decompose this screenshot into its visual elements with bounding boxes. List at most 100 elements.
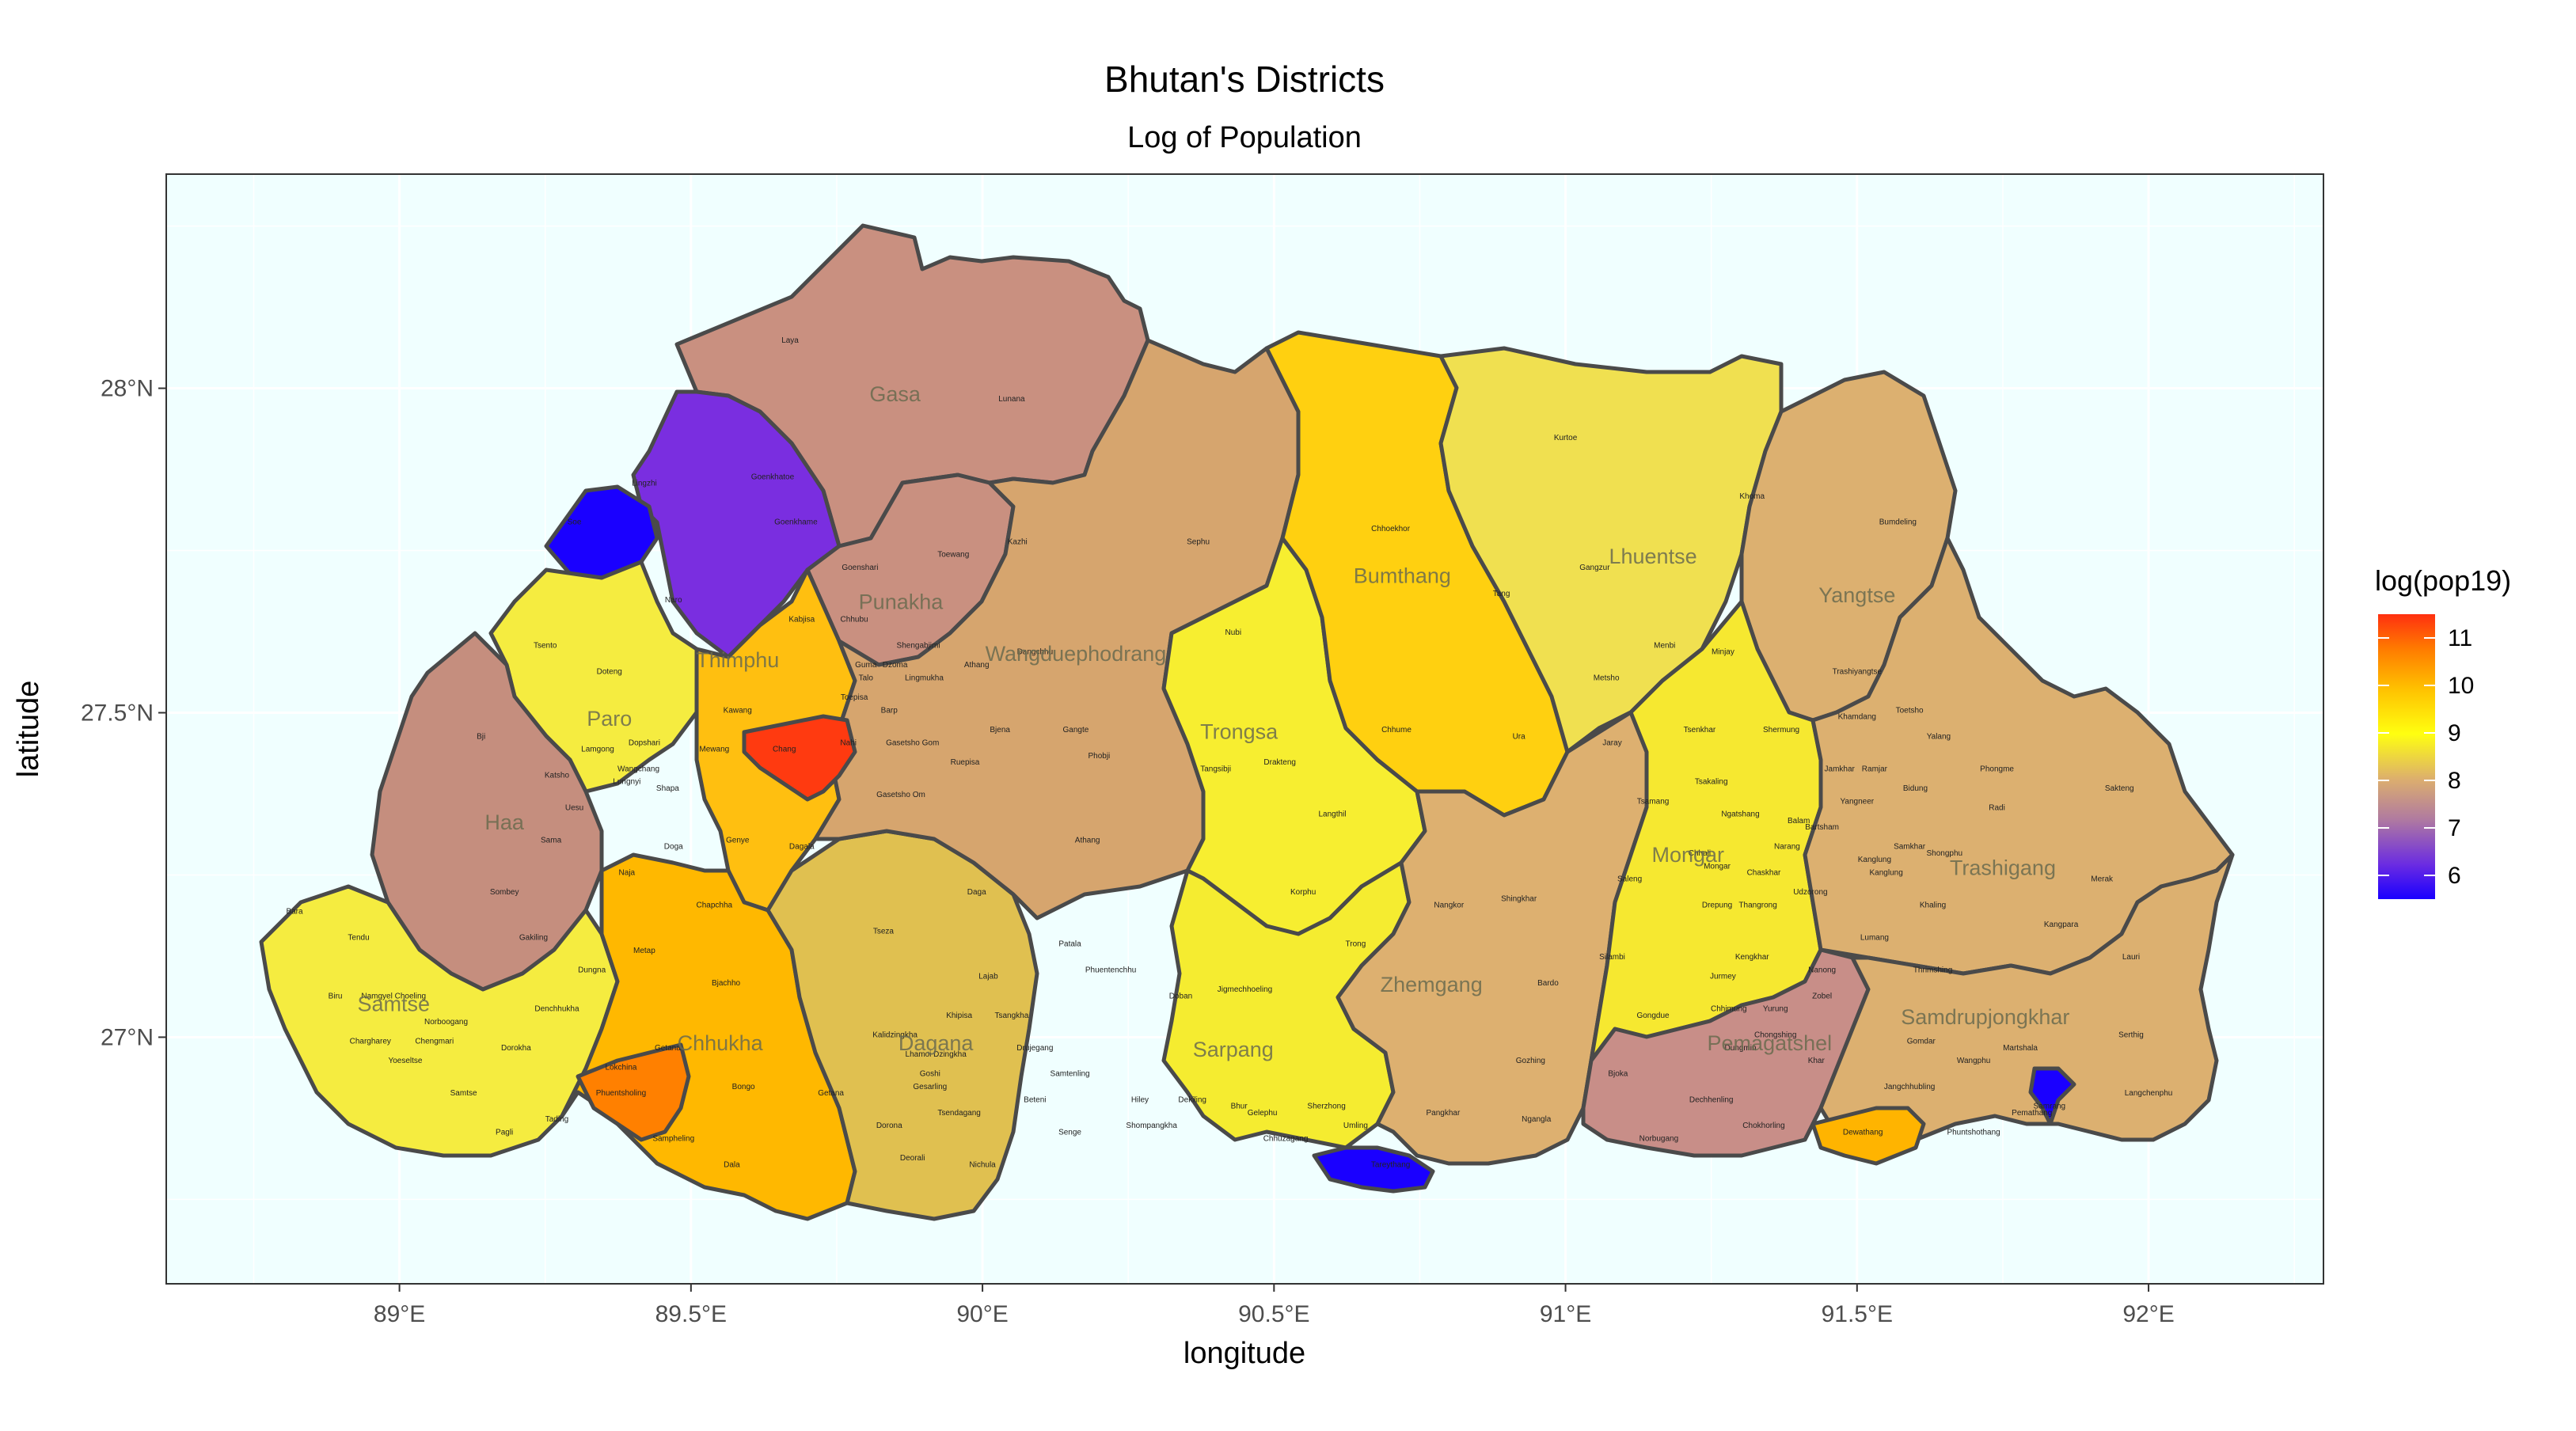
gewog-label: Phobji (1088, 752, 1110, 761)
gewog-label: Chhimung (1711, 1005, 1747, 1014)
gewog-label: Getana (655, 1044, 681, 1053)
gewog-label: Dorona (876, 1122, 902, 1130)
gewog-label: Samtse (450, 1089, 477, 1098)
gewog-label: Bjena (990, 726, 1010, 734)
gewog-label: Dechhenling (1689, 1095, 1734, 1104)
gewog-label: Kabjisa (788, 616, 815, 624)
legend-tick-label: 10 (2448, 673, 2474, 699)
district-label: Punakha (859, 590, 944, 613)
gewog-label: Laya (781, 336, 799, 345)
gewog-label: Talo (859, 674, 874, 683)
gewog-label: Phuentenchhu (1085, 966, 1137, 974)
gewog-label: Dorokha (501, 1044, 531, 1053)
gewog-label: Drakteng (1263, 758, 1296, 767)
gewog-label: Ngangla (1522, 1115, 1552, 1124)
gewog-label: Radi (1989, 803, 2005, 812)
gewog-label: Tsangkha (994, 1012, 1028, 1020)
gewog-label: Gakiling (519, 933, 548, 942)
district-phuentsholing[interactable] (576, 1042, 691, 1142)
gewog-label: Norbugang (1639, 1135, 1678, 1144)
district-label: Yangtse (1818, 583, 1895, 607)
gewog-label: Tsakaling (1695, 778, 1728, 787)
y-tick-label: 27.5°N (81, 700, 154, 727)
gewog-label: Nichula (969, 1160, 996, 1169)
gewog-label: Daga (967, 888, 986, 897)
gewog-label: Balam (1788, 817, 1810, 826)
district-label: Sarpang (1193, 1038, 1274, 1061)
gewog-label: Tsenkhar (1684, 726, 1716, 734)
gewog-labels: Laya Lunana Lingzhi Goenkhatoe Goenkhame Soe N… (286, 336, 2172, 1169)
district-dewathang[interactable] (1810, 1106, 1926, 1166)
gewog-label: Martshala (2003, 1044, 2038, 1053)
gewog-label: Naro (665, 596, 682, 605)
gewog-label: Chhali (1689, 849, 1711, 858)
gewog-label: Bongo (732, 1083, 755, 1091)
gewog-label: Langchenphu (2125, 1089, 2173, 1098)
gewog-label: Lingmukha (905, 674, 944, 683)
gewog-label: Yalang (1927, 732, 1951, 741)
gewog-label: Biru (329, 992, 343, 1000)
gewog-label: Chargharey (350, 1038, 391, 1046)
gewog-label: Mewang (699, 746, 729, 754)
gewog-label: Soe (568, 518, 582, 527)
gewog-label: Drujegang (1016, 1044, 1053, 1053)
legend-tick-label: 9 (2448, 720, 2461, 746)
gewog-label: Kanglung (1858, 856, 1891, 864)
gewog-label: Chokhorling (1742, 1122, 1784, 1130)
gewog-label: Gangzur (1579, 564, 1610, 572)
gewog-label: Samrang (2034, 1103, 2066, 1111)
gewog-label: Tsendagang (937, 1109, 981, 1118)
district-label: Pemagatshel (1708, 1031, 1833, 1055)
gewog-label: Pangkhar (1426, 1109, 1460, 1118)
gewog-label: Thangrong (1738, 901, 1776, 909)
gewog-label: Nubi (1225, 628, 1241, 637)
gewog-label: Tseza (873, 927, 895, 936)
gewog-label: Silambi (1599, 953, 1625, 962)
gewog-label: Dungna (578, 966, 606, 974)
gewog-label: Chhuzagang (1263, 1135, 1309, 1144)
gewog-label: Lauri (2122, 953, 2140, 962)
district-samrang[interactable] (2028, 1066, 2076, 1126)
gewog-label: Sama (541, 836, 562, 845)
legend-colorbar (2378, 614, 2435, 899)
x-tick-label: 90.5°E (1238, 1301, 1309, 1327)
gewog-label: Chengmari (415, 1038, 454, 1046)
x-tick-label: 92°E (2122, 1301, 2174, 1327)
x-axis-title: longitude (1184, 1337, 1305, 1370)
plot-panel-border (165, 173, 2324, 1285)
gewog-label: Korphu (1290, 888, 1316, 897)
gewog-label: Dopshari (629, 738, 660, 747)
gewog-label: Beteni (1024, 1095, 1046, 1104)
gewog-label: Trong (1346, 940, 1366, 949)
chart-subtitle: Log of Population (1127, 121, 1362, 154)
district-samdrupjongkhar[interactable] (1818, 852, 2235, 1158)
district-changa[interactable] (742, 714, 857, 802)
x-tick-label: 89°E (374, 1301, 425, 1327)
gewog-label: Bjoka (1608, 1070, 1628, 1079)
gewog-label: Gelephu (1248, 1109, 1278, 1118)
gewog-label: Phuntshothang (1947, 1128, 2000, 1137)
gewog-label: Toetsho (1896, 707, 1924, 716)
gewog-label: Gongdue (1636, 1012, 1670, 1020)
gewog-label: Minjay (1712, 648, 1734, 657)
gewog-label: Mongar (1704, 862, 1731, 871)
gewog-label: Ruepisa (951, 758, 980, 767)
gewog-label: Trashiyangtse (1833, 667, 1883, 676)
gewog-label: Katsho (545, 771, 570, 780)
gewog-label: Tareythang (1371, 1160, 1410, 1169)
gewog-label: Bardo (1537, 979, 1559, 988)
district-tareythang[interactable] (1312, 1145, 1435, 1194)
gewog-label: Wangphu (1957, 1057, 1990, 1065)
gewog-label: Sherzhong (1307, 1103, 1345, 1111)
gewog-label: Goshi (920, 1070, 940, 1079)
gewog-label: Phongme (1980, 765, 2014, 773)
legend-ticks: 6 7 8 9 10 11 (2378, 625, 2474, 889)
gewog-label: Gozhing (1516, 1057, 1545, 1065)
gewog-label: Langthil (1318, 810, 1346, 819)
gewog-label: Chhume (1381, 726, 1411, 734)
gewog-label: Athang (1075, 836, 1100, 845)
gewog-label: Jamkhar (1825, 765, 1856, 773)
gewog-label: Drepung (1702, 901, 1732, 909)
gewog-label: Umling (1343, 1122, 1368, 1130)
gewog-label: Lhamoi Dzingkha (906, 1050, 967, 1059)
